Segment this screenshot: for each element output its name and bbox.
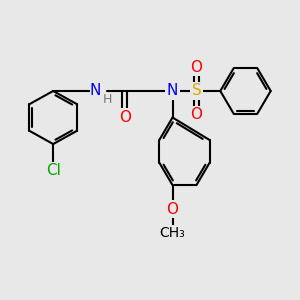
- Text: O: O: [190, 107, 202, 122]
- Text: N: N: [90, 83, 101, 98]
- Text: H: H: [102, 93, 112, 106]
- Text: Cl: Cl: [46, 163, 61, 178]
- Text: N: N: [167, 83, 178, 98]
- Text: O: O: [190, 60, 202, 75]
- Text: O: O: [119, 110, 131, 125]
- Text: CH₃: CH₃: [160, 226, 185, 240]
- Text: S: S: [191, 83, 201, 98]
- Text: O: O: [167, 202, 178, 217]
